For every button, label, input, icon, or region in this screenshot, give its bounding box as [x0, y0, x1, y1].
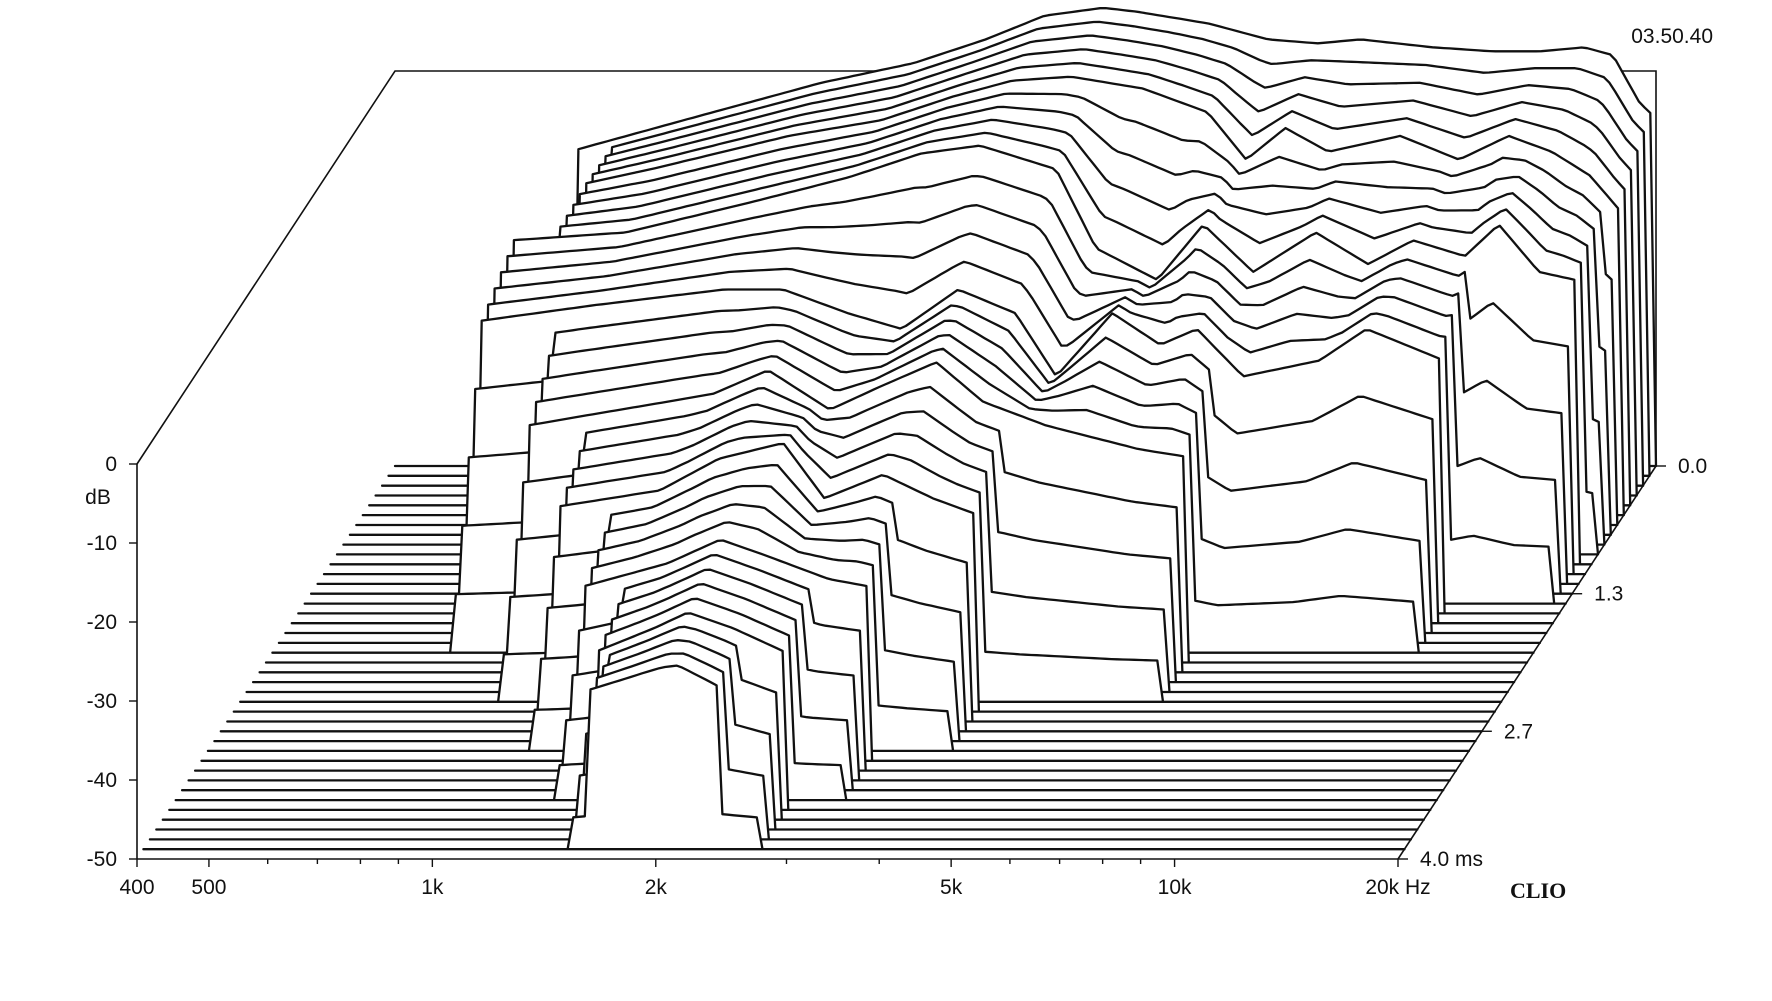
y-tick-label-4: -40: [87, 769, 117, 792]
z-tick-label-2: 2.7: [1504, 720, 1533, 743]
slice-38: [148, 652, 1413, 841]
x-tick-label-0: 400: [119, 876, 154, 899]
y-tick-label-1: -10: [87, 532, 117, 555]
y-axis-unit-label: dB: [85, 486, 111, 509]
timestamp: 03.50.40: [1631, 25, 1713, 48]
slice-37: [155, 639, 1419, 831]
waterfall-slices: [142, 6, 1658, 851]
x-tick-label-1: 500: [191, 876, 226, 899]
z-tick-label-0: 0.0: [1678, 455, 1707, 478]
x-tick-label-2: 1k: [421, 876, 444, 899]
slice-35: [168, 612, 1432, 812]
slice-33: [180, 583, 1445, 792]
z-tick-label-3: 4.0 ms: [1420, 848, 1483, 871]
slice-31: [193, 553, 1458, 772]
x-tick-label-6: 20k Hz: [1365, 876, 1430, 899]
slice-39: [142, 664, 1406, 851]
y-tick-label-5: -50: [87, 848, 117, 871]
clio-logo: CLIO: [1510, 878, 1566, 903]
y-tick-label-2: -20: [87, 611, 117, 634]
slice-32: [187, 568, 1451, 782]
slice-34: [174, 597, 1438, 802]
x-tick-label-5: 10k: [1158, 876, 1192, 899]
x-tick-label-4: 5k: [940, 876, 963, 899]
y-tick-label-3: -30: [87, 690, 117, 713]
x-tick-label-3: 2k: [645, 876, 668, 899]
y-tick-label-0: 0: [105, 453, 117, 476]
z-tick-label-1: 1.3: [1594, 583, 1623, 606]
slice-36: [161, 625, 1425, 821]
